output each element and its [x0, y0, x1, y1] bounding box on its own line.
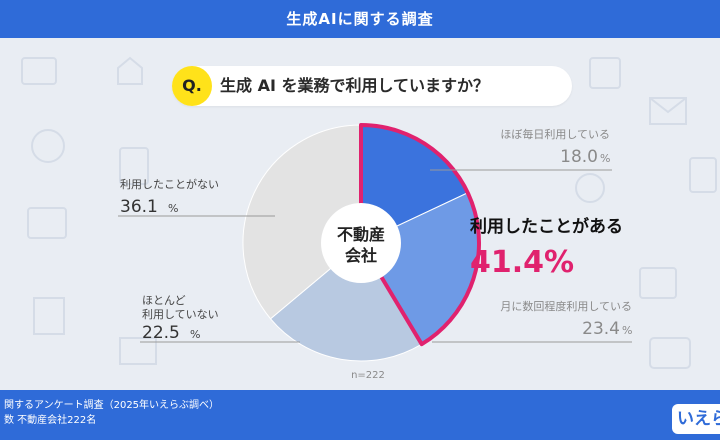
slice-value-never: 36.1: [120, 197, 158, 217]
footer-sample-line: 数 不動産会社222名: [4, 415, 97, 426]
slice-label-rarely-line2: 利用していない: [142, 308, 219, 321]
background-icon-pattern: [21, 56, 717, 369]
highlight-value: 41.4%: [470, 245, 574, 280]
page-title: 生成AIに関する調査: [286, 10, 434, 28]
highlight-outline: [359, 123, 481, 347]
slice-percent-monthly: %: [622, 324, 632, 337]
slice-percent-never: %: [168, 202, 178, 215]
slice-percent-daily: %: [600, 152, 610, 165]
slice-value-monthly: 23.4: [582, 319, 620, 339]
sample-size-label: n=222: [351, 370, 385, 381]
highlight-label: 利用したことがある: [470, 216, 623, 237]
slice-value-daily: 18.0: [560, 147, 598, 167]
question-badge: Q.: [172, 66, 212, 106]
header-bar: [0, 0, 720, 38]
brand-logo: いえら: [672, 404, 720, 434]
center-label-line2: 会社: [345, 246, 377, 265]
footer-bar: [0, 390, 720, 440]
question-text: 生成 AI を業務で利用していますか？: [220, 76, 489, 95]
slice-label-never: 利用したことがない: [120, 177, 219, 191]
slice-label-monthly: 月に数回程度利用している: [500, 299, 632, 313]
slice-percent-rarely: %: [190, 328, 200, 341]
question-bubble: Q. 生成 AI を業務で利用していますか？: [172, 66, 572, 106]
slice-label-daily: ほぼ毎日利用している: [500, 128, 610, 141]
slice-label-rarely-line1: ほとんど: [142, 294, 186, 307]
center-label-line1: 不動産: [337, 225, 385, 244]
footer-source-line: 関するアンケート調査（2025年いえらぶ調べ）: [4, 400, 220, 411]
leader-lines: [118, 169, 632, 343]
pie-slice-rarely: [269, 242, 423, 362]
center-circle: [321, 203, 401, 283]
slice-value-rarely: 22.5: [142, 323, 180, 343]
pie-slice-never: [242, 124, 362, 320]
